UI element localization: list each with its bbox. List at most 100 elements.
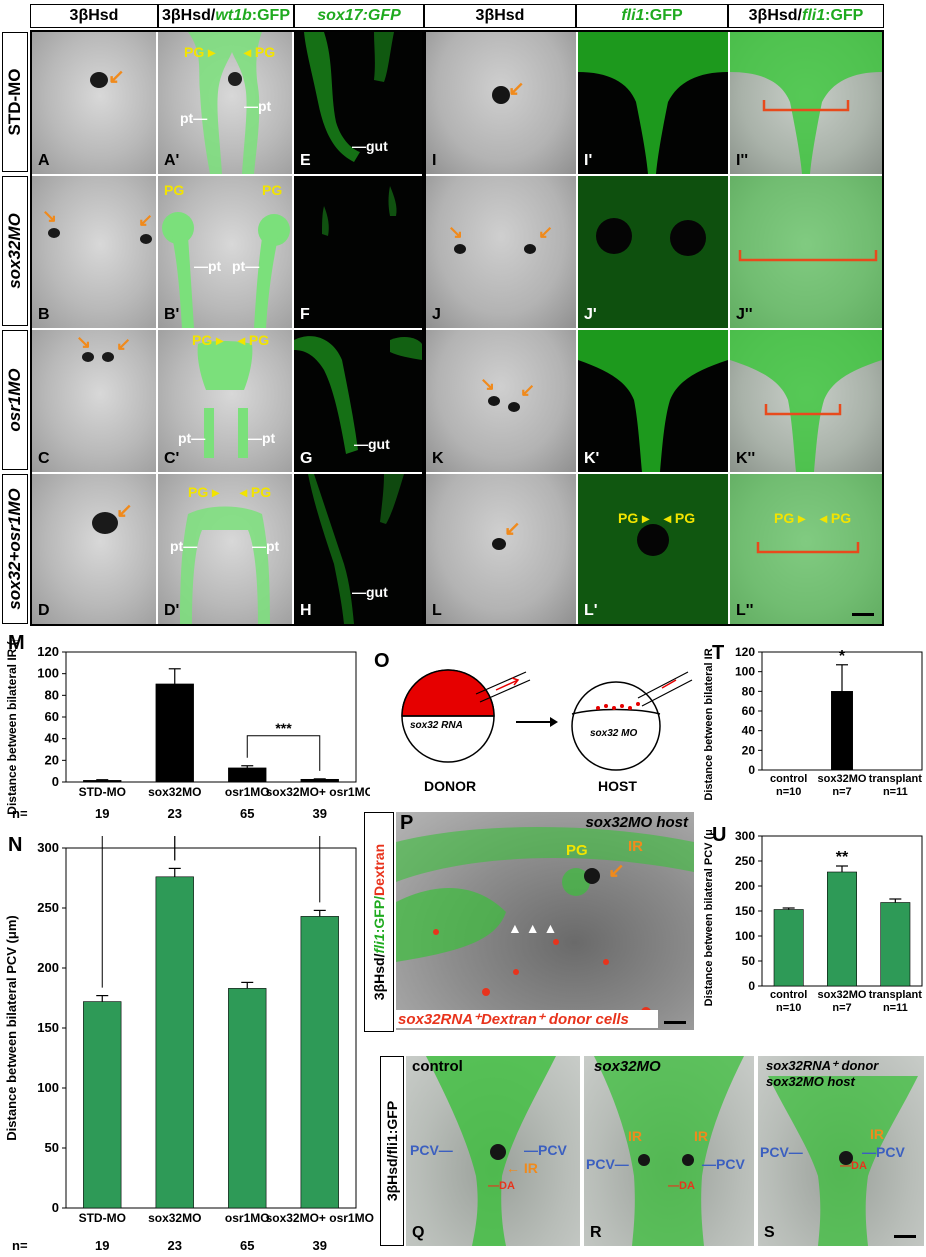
da-label: —DA [840,1160,867,1172]
donor-cells-caption: sox32RNA⁺Dextran⁺ donor cells [396,1010,658,1028]
image-panel-B-prime: PG PG —pt pt— B' [158,176,292,328]
pt-label: —pt [248,430,276,446]
panel-title: sox32RNA⁺ donor sox32MO host [766,1058,879,1089]
panel-label: L'' [736,602,754,619]
pg-label: ◂ PG [240,484,272,500]
image-panel-F: F [294,176,422,328]
bar [228,988,267,1209]
interrenal-dot [102,352,114,362]
panel-label-N: N [8,834,23,856]
bar [300,778,339,783]
x-category-label: transplant [869,773,923,785]
bar [300,916,339,1209]
scale-bar [852,613,874,616]
y-tick-label: 60 [742,704,756,718]
row-header-sox32mo: sox32MO [2,176,28,326]
host-embryo-label: sox32 MO [590,728,638,739]
panel-frame-right [424,30,884,626]
interrenal-dot [488,396,500,406]
significance-label: *** [275,720,292,736]
pcv-label: PCV— [586,1156,629,1172]
chart-T: 0 20 40 60 80 100 120 Distance between bilatera… [703,646,923,801]
panel-P-side-label: 3βHsd/fli1:GFP/Dextran [364,812,394,1032]
n-value: 39 [313,1238,327,1253]
pg-label: ◂ PG [238,332,270,348]
pt-label: pt— [180,110,208,126]
x-category-label: sox32MO+ osr1MO [266,785,370,799]
y-axis-label: Distance between bilateral IR (μm) [703,646,715,801]
panel-label: F [300,306,310,323]
y-tick-label: 50 [45,1140,59,1155]
x-category-label: transplant [869,989,923,1001]
image-panel-H: —gut H [294,474,422,624]
arrow-icon: ↙ [520,380,536,400]
image-panel-L: ↙ L [426,474,576,624]
y-tick-label: 250 [37,900,59,915]
y-tick-label: 80 [742,684,756,698]
vessel-overlay [594,1056,744,1246]
panel-label: C' [164,450,180,467]
panel-label-T: T [712,642,725,664]
image-panel-C: ↘ ↙ C [32,330,156,472]
y-tick-label: 20 [45,752,59,767]
pt-label: —pt [194,258,222,274]
panel-label-O: O [374,650,390,672]
arrow-icon: ↘ [480,374,496,394]
arrow-icon: ↙ [608,860,625,882]
sox17-signal [322,186,397,236]
donor-embryo-label: sox32 RNA [410,720,463,731]
interrenal-dot [92,512,118,534]
significance-bracket [246,735,321,771]
panel-label: I'' [736,152,749,169]
y-tick-label: 100 [37,1080,59,1095]
y-tick-label: 40 [742,724,756,738]
panel-label: R [590,1224,602,1241]
sox17-signal [308,474,404,624]
n-value: 19 [95,806,109,821]
y-tick-label: 20 [742,743,756,757]
panel-label: L [432,602,442,619]
image-panel-L-double-prime: PG ▸ ◂ PG L'' [730,474,882,624]
image-panel-K-double-prime: K'' [730,330,882,472]
overlay-signal [730,32,882,174]
row-header-osr1mo: osr1MO [2,330,28,470]
pg-label: ◂ PG [820,510,852,526]
arrow-icon: ↙ [508,78,525,100]
chart-M: 0 20 40 60 80 100 120 Distance between bilatera… [5,640,370,821]
row-header-sox32-osr1mo: sox32+osr1MO [2,474,28,624]
y-tick-label: 50 [742,954,756,968]
y-tick-label: 200 [735,879,755,893]
arrow-icon: ↘ [448,222,464,242]
panel-label: B' [164,306,180,323]
bar [773,909,804,987]
scale-bar [664,1021,686,1024]
interrenal-dot [228,72,242,86]
panel-label: L' [584,602,598,619]
panel-label: K [432,450,444,467]
n-label: n= [12,806,28,821]
y-tick-label: 150 [735,904,755,918]
panel-label: K'' [736,450,756,467]
y-tick-label: 300 [735,830,755,843]
pg-label: PG ▸ [184,44,216,60]
image-panel-K: ↘ ↙ K [426,330,576,472]
pronephros-overlay [180,506,270,624]
image-panel-I-double-prime: I'' [730,32,882,174]
sox17-signal [294,336,422,454]
pcv-label: —PCV [862,1144,905,1160]
panel-label: S [764,1224,775,1241]
panel-frame-left [30,30,424,626]
interrenal-dot [454,244,466,254]
y-tick-label: 0 [52,774,59,789]
y-tick-label: 60 [45,709,59,724]
arrow-icon: ↘ [42,206,58,226]
ir-label: IR [694,1128,708,1144]
vessel-signal [578,176,728,328]
x-category-label: osr1MO [225,785,270,799]
panel-label: C [38,450,50,467]
x-category-label: osr1MO [225,1211,270,1225]
image-panel-E: —gut E [294,32,422,174]
panel-label: K' [584,450,600,467]
pt-label: —pt [244,98,272,114]
da-label: —DA [668,1180,695,1192]
